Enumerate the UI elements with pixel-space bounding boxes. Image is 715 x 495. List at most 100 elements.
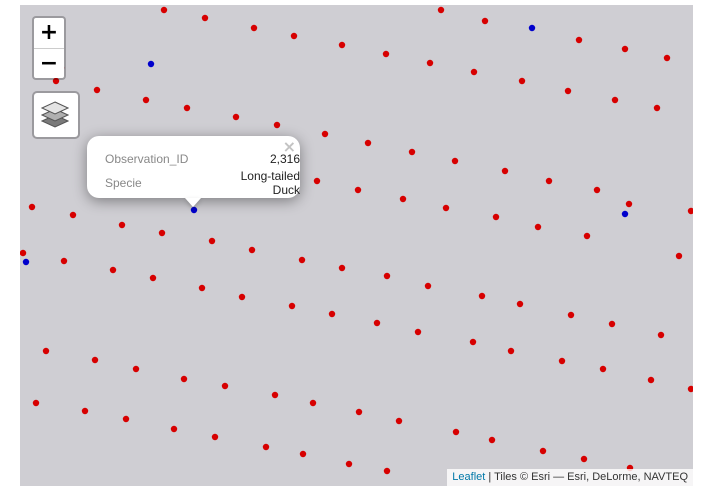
observation-point[interactable]	[81, 407, 89, 415]
observation-point[interactable]	[321, 130, 329, 138]
observation-point[interactable]	[424, 282, 432, 290]
observation-point[interactable]	[687, 207, 693, 215]
observation-point[interactable]	[442, 204, 450, 212]
observation-point[interactable]	[32, 399, 40, 407]
highlighted-observation-point[interactable]	[528, 24, 536, 32]
observation-point[interactable]	[625, 200, 633, 208]
observation-point[interactable]	[183, 104, 191, 112]
observation-point[interactable]	[42, 347, 50, 355]
highlighted-observation-point[interactable]	[190, 206, 198, 214]
observation-point[interactable]	[653, 104, 661, 112]
observation-point[interactable]	[558, 357, 566, 365]
observation-point[interactable]	[426, 59, 434, 67]
observation-point[interactable]	[338, 264, 346, 272]
observation-point[interactable]	[20, 249, 27, 257]
observation-point[interactable]	[122, 415, 130, 423]
observation-point[interactable]	[516, 300, 524, 308]
highlighted-observation-point[interactable]	[621, 210, 629, 218]
layers-control-button[interactable]	[32, 91, 80, 139]
observation-point[interactable]	[109, 266, 117, 274]
observation-point[interactable]	[539, 447, 547, 455]
observation-point[interactable]	[248, 246, 256, 254]
zoom-out-button[interactable]: −	[34, 48, 64, 78]
observation-point[interactable]	[478, 292, 486, 300]
highlighted-observation-point[interactable]	[22, 258, 30, 266]
observation-point[interactable]	[149, 274, 157, 282]
observation-point[interactable]	[383, 467, 391, 475]
observation-point[interactable]	[355, 408, 363, 416]
observation-point[interactable]	[647, 376, 655, 384]
observation-point[interactable]	[469, 338, 477, 346]
observation-point[interactable]	[564, 87, 572, 95]
observation-point[interactable]	[28, 203, 36, 211]
zoom-in-button[interactable]: +	[39, 20, 59, 45]
observation-point[interactable]	[69, 211, 77, 219]
observation-point[interactable]	[534, 223, 542, 231]
observation-point[interactable]	[250, 24, 258, 32]
observation-point[interactable]	[262, 443, 270, 451]
observation-point[interactable]	[507, 347, 515, 355]
map-canvas[interactable]: + − × Observation_ID 2,316 Specie Long-t…	[20, 5, 693, 486]
observation-point[interactable]	[132, 365, 140, 373]
observation-point[interactable]	[273, 121, 281, 129]
observation-point[interactable]	[567, 311, 575, 319]
observation-point[interactable]	[288, 302, 296, 310]
observation-point[interactable]	[451, 157, 459, 165]
observation-point[interactable]	[675, 252, 683, 260]
highlighted-observation-point[interactable]	[147, 60, 155, 68]
observation-point[interactable]	[580, 455, 588, 463]
observation-point[interactable]	[60, 257, 68, 265]
observation-point[interactable]	[481, 17, 489, 25]
observation-point[interactable]	[299, 450, 307, 458]
observation-point[interactable]	[583, 232, 591, 240]
observation-point[interactable]	[488, 436, 496, 444]
observation-point[interactable]	[663, 54, 671, 62]
observation-point[interactable]	[382, 50, 390, 58]
observation-point[interactable]	[93, 86, 101, 94]
observation-point[interactable]	[608, 320, 616, 328]
observation-point[interactable]	[142, 96, 150, 104]
observation-point[interactable]	[338, 41, 346, 49]
observation-point[interactable]	[290, 32, 298, 40]
observation-point[interactable]	[599, 365, 607, 373]
observation-point[interactable]	[201, 14, 209, 22]
observation-point[interactable]	[208, 237, 216, 245]
observation-point[interactable]	[345, 460, 353, 468]
popup-close-button[interactable]: ×	[282, 137, 296, 156]
observation-point[interactable]	[198, 284, 206, 292]
observation-point[interactable]	[593, 186, 601, 194]
observation-point[interactable]	[364, 139, 372, 147]
observation-point[interactable]	[118, 221, 126, 229]
observation-point[interactable]	[470, 68, 478, 76]
observation-point[interactable]	[621, 45, 629, 53]
observation-point[interactable]	[452, 428, 460, 436]
observation-point[interactable]	[91, 356, 99, 364]
observation-point[interactable]	[298, 256, 306, 264]
observation-point[interactable]	[354, 186, 362, 194]
observation-point[interactable]	[52, 77, 60, 85]
observation-point[interactable]	[180, 375, 188, 383]
observation-point[interactable]	[383, 272, 391, 280]
observation-point[interactable]	[221, 382, 229, 390]
observation-point[interactable]	[232, 113, 240, 121]
observation-point[interactable]	[309, 399, 317, 407]
observation-point[interactable]	[211, 433, 219, 441]
observation-point[interactable]	[408, 148, 416, 156]
observation-point[interactable]	[575, 36, 583, 44]
observation-point[interactable]	[271, 391, 279, 399]
observation-point[interactable]	[395, 417, 403, 425]
observation-point[interactable]	[328, 310, 336, 318]
observation-point[interactable]	[437, 6, 445, 14]
observation-point[interactable]	[687, 385, 693, 393]
observation-point[interactable]	[373, 319, 381, 327]
observation-point[interactable]	[160, 6, 168, 14]
leaflet-link[interactable]: Leaflet	[452, 471, 486, 483]
observation-point[interactable]	[545, 177, 553, 185]
observation-point[interactable]	[170, 425, 178, 433]
observation-point[interactable]	[657, 331, 665, 339]
observation-point[interactable]	[414, 328, 422, 336]
observation-point[interactable]	[238, 293, 246, 301]
observation-point[interactable]	[492, 213, 500, 221]
observation-point[interactable]	[611, 96, 619, 104]
observation-point[interactable]	[158, 229, 166, 237]
